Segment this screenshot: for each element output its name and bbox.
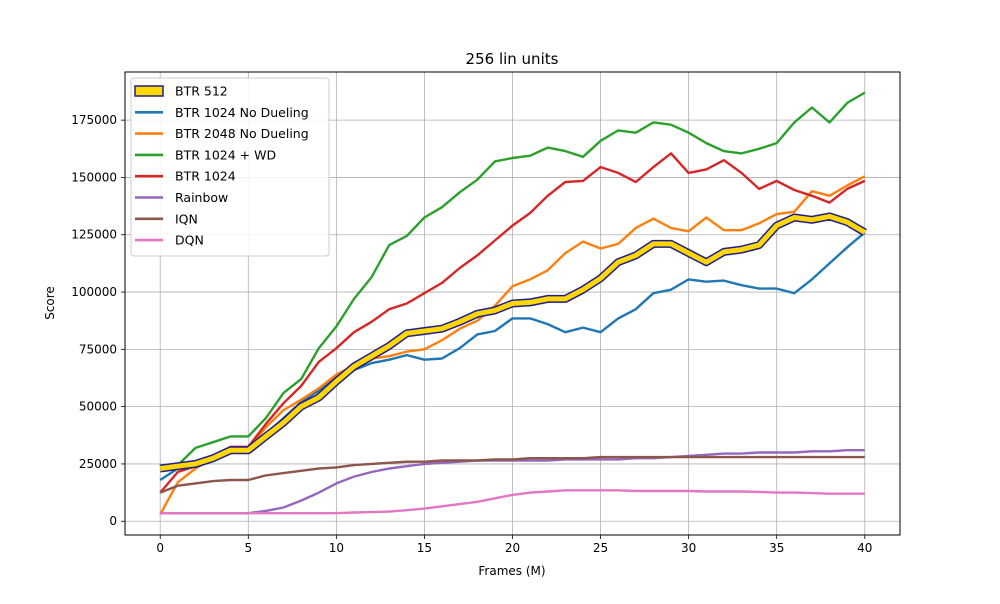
x-tick-label: 0: [156, 541, 164, 555]
series-layer: [159, 91, 867, 515]
y-axis-label: Score: [43, 286, 57, 320]
x-tick-label: 10: [329, 541, 344, 555]
y-tick-label: 25000: [79, 457, 117, 471]
legend: BTR 512 BTR 1024 No Dueling BTR 2048 No Du…: [130, 77, 330, 257]
legend-label-btr-1024: BTR 1024: [175, 169, 236, 184]
legend-label-btr-1024-no-dueling: BTR 1024 No Dueling: [175, 105, 309, 120]
chart-title: 256 lin units: [466, 50, 559, 68]
series-btr-1024-wd-line: [159, 91, 866, 470]
y-tick-label: 175000: [71, 113, 117, 127]
series-btr-512-line: [159, 213, 867, 471]
y-tick-label: 75000: [79, 342, 117, 356]
y-tick-label: 125000: [71, 228, 117, 242]
legend-label-btr-512: BTR 512: [175, 84, 228, 99]
series-iqn-line: [159, 455, 865, 494]
legend-label-dqn: DQN: [175, 233, 204, 248]
legend-label-btr-1024-wd: BTR 1024 + WD: [175, 147, 276, 162]
y-tick-label: 150000: [71, 170, 117, 184]
y-tick-label: 0: [109, 514, 117, 528]
x-tick-label: 15: [417, 541, 432, 555]
series-btr-2048-no-dueling-line: [159, 175, 866, 515]
y-tick-label: 50000: [79, 400, 117, 414]
grid-layer: [125, 72, 900, 535]
series-dqn-line: [160, 489, 865, 515]
legend-label-rainbow: Rainbow: [175, 190, 228, 205]
x-tick-label: 35: [769, 541, 784, 555]
y-axis: 0 25000 50000 75000 100000 125000 150000 175000: [71, 113, 125, 528]
legend-label-iqn: IQN: [175, 211, 198, 226]
x-tick-label: 5: [244, 541, 252, 555]
x-tick-label: 40: [857, 541, 872, 555]
legend-label-btr-2048-no-dueling: BTR 2048 No Dueling: [175, 126, 309, 141]
x-axis-label: Frames (M): [478, 564, 545, 578]
legend-box: [130, 77, 330, 257]
legend-swatch-btr-512: [134, 85, 164, 97]
series-btr-1024-line: [159, 152, 866, 494]
x-tick-label: 25: [593, 541, 608, 555]
x-axis: 0 5 10 15 20 25 30 35 40: [156, 535, 872, 555]
y-tick-label: 100000: [71, 285, 117, 299]
x-tick-label: 30: [681, 541, 696, 555]
x-tick-label: 20: [505, 541, 520, 555]
